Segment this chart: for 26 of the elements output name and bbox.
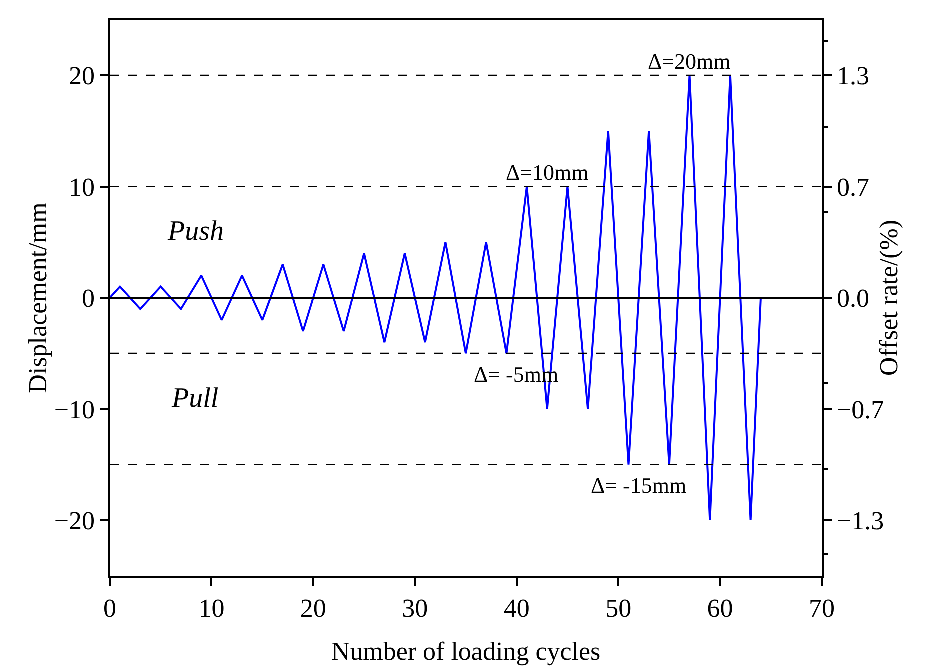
annotation: Pull [171, 383, 219, 414]
annotation: Δ=20mm [648, 49, 731, 74]
x-axis-title: Number of loading cycles [331, 637, 601, 666]
y-tick-label: 20 [69, 62, 96, 91]
annotation: Push [167, 216, 224, 247]
annotation: Δ= -15mm [591, 473, 687, 498]
x-tick-label: 10 [198, 594, 225, 623]
x-tick-label: 20 [300, 594, 326, 623]
y-tick-label: −10 [54, 395, 96, 424]
y2-tick-label: −1.3 [836, 506, 884, 536]
y2-tick-label: 0.0 [836, 284, 870, 314]
y-axis-title: Displacement/mm [23, 202, 52, 394]
y-tick-label: −20 [54, 506, 96, 536]
x-tick-label: 40 [504, 594, 530, 623]
x-tick-label: 0 [104, 594, 116, 623]
y2-tick-label: 1.3 [836, 62, 870, 91]
y2-axis-title: Offset rate/(%) [874, 220, 904, 376]
x-tick-label: 50 [606, 594, 632, 623]
x-tick-label: 60 [707, 594, 734, 623]
y2-tick-label: 0.7 [836, 172, 870, 202]
x-tick-label: 30 [402, 594, 428, 623]
y2-tick-label: −0.7 [836, 395, 884, 424]
y-tick-label: 10 [69, 172, 96, 202]
y-tick-label: 0 [82, 284, 96, 314]
x-tick-label: 70 [809, 594, 835, 623]
annotation: Δ=10mm [506, 160, 589, 185]
